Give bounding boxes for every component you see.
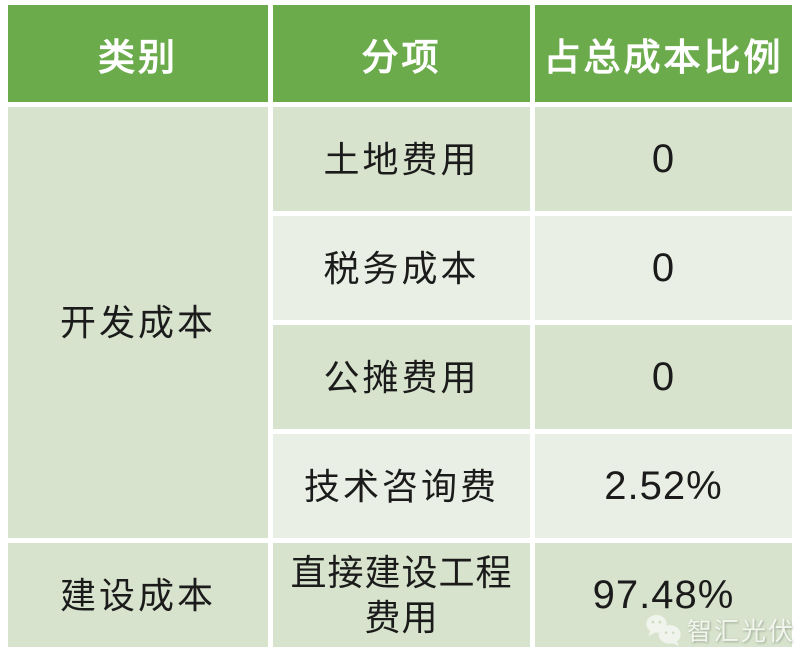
subitem-cell-direct-construction: 直接建设工程费用: [273, 543, 530, 647]
value-cell-consulting-fee: 2.52%: [535, 434, 792, 538]
header-cell-category: 类别: [8, 5, 268, 102]
value-cell-shared-fee: 0: [535, 325, 792, 429]
table-row: 开发成本 土地费用 0: [8, 107, 792, 538]
table-header-row: 类别 分项 占总成本比例: [8, 5, 792, 102]
category-cell-development-cost: 开发成本: [8, 107, 268, 538]
subitem-cell-land-fee: 土地费用: [273, 107, 530, 211]
subitem-cell-consulting-fee: 技术咨询费: [273, 434, 530, 538]
cost-table: 类别 分项 占总成本比例 开发成本 土地费用 0 税务成本 0 公摊费用 0 技…: [3, 0, 797, 652]
header-cell-cost-ratio: 占总成本比例: [535, 5, 792, 102]
table-row: 技术咨询费 2.52%: [8, 434, 792, 538]
table-row: 建设成本 直接建设工程费用 97.48%: [8, 543, 792, 647]
subitem-cell-tax-cost: 税务成本: [273, 216, 530, 320]
header-cell-subitem: 分项: [273, 5, 530, 102]
value-cell-direct-construction: 97.48%: [535, 543, 792, 647]
table-row: 公摊费用 0: [8, 325, 792, 429]
table-row: 税务成本 0: [8, 216, 792, 320]
value-cell-land-fee: 0: [535, 107, 792, 211]
value-cell-tax-cost: 0: [535, 216, 792, 320]
subitem-cell-shared-fee: 公摊费用: [273, 325, 530, 429]
category-cell-construction-cost: 建设成本: [8, 543, 268, 647]
